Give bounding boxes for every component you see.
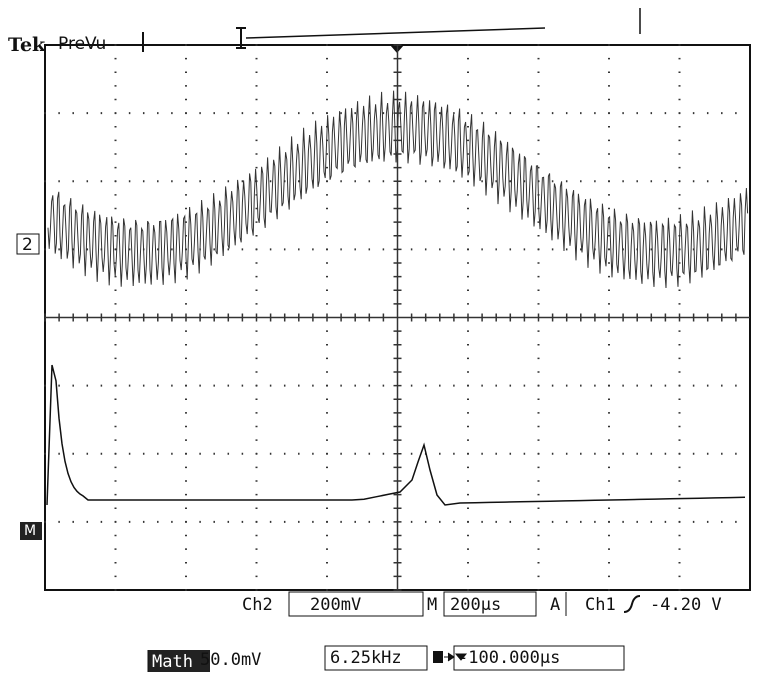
pos-icon <box>433 651 443 663</box>
trigger-slope-icon <box>624 596 640 612</box>
trigger-mode: A <box>550 595 560 615</box>
record-bar <box>246 28 545 38</box>
math-span: 6.25kHz <box>330 648 402 668</box>
trigger-level: -4.20 V <box>650 595 722 615</box>
trigger-source: Ch1 <box>585 595 616 615</box>
scope-screen: Tek PreVu 2 M Ch2 200mV M 200µs A Ch1 -4… <box>0 0 762 677</box>
math-marker-label: M <box>24 523 36 539</box>
time-label: M <box>427 595 437 615</box>
ch2-marker-label: 2 <box>22 235 33 255</box>
time-scale: 200µs <box>450 595 501 615</box>
math-label: Math <box>152 652 193 672</box>
math-position: -100.000µs <box>458 648 560 668</box>
brand: Tek <box>8 34 46 56</box>
math-scale: 50.0mV <box>200 650 261 670</box>
ch2-scale: 200mV <box>310 595 361 615</box>
ch2-label: Ch2 <box>242 595 273 615</box>
